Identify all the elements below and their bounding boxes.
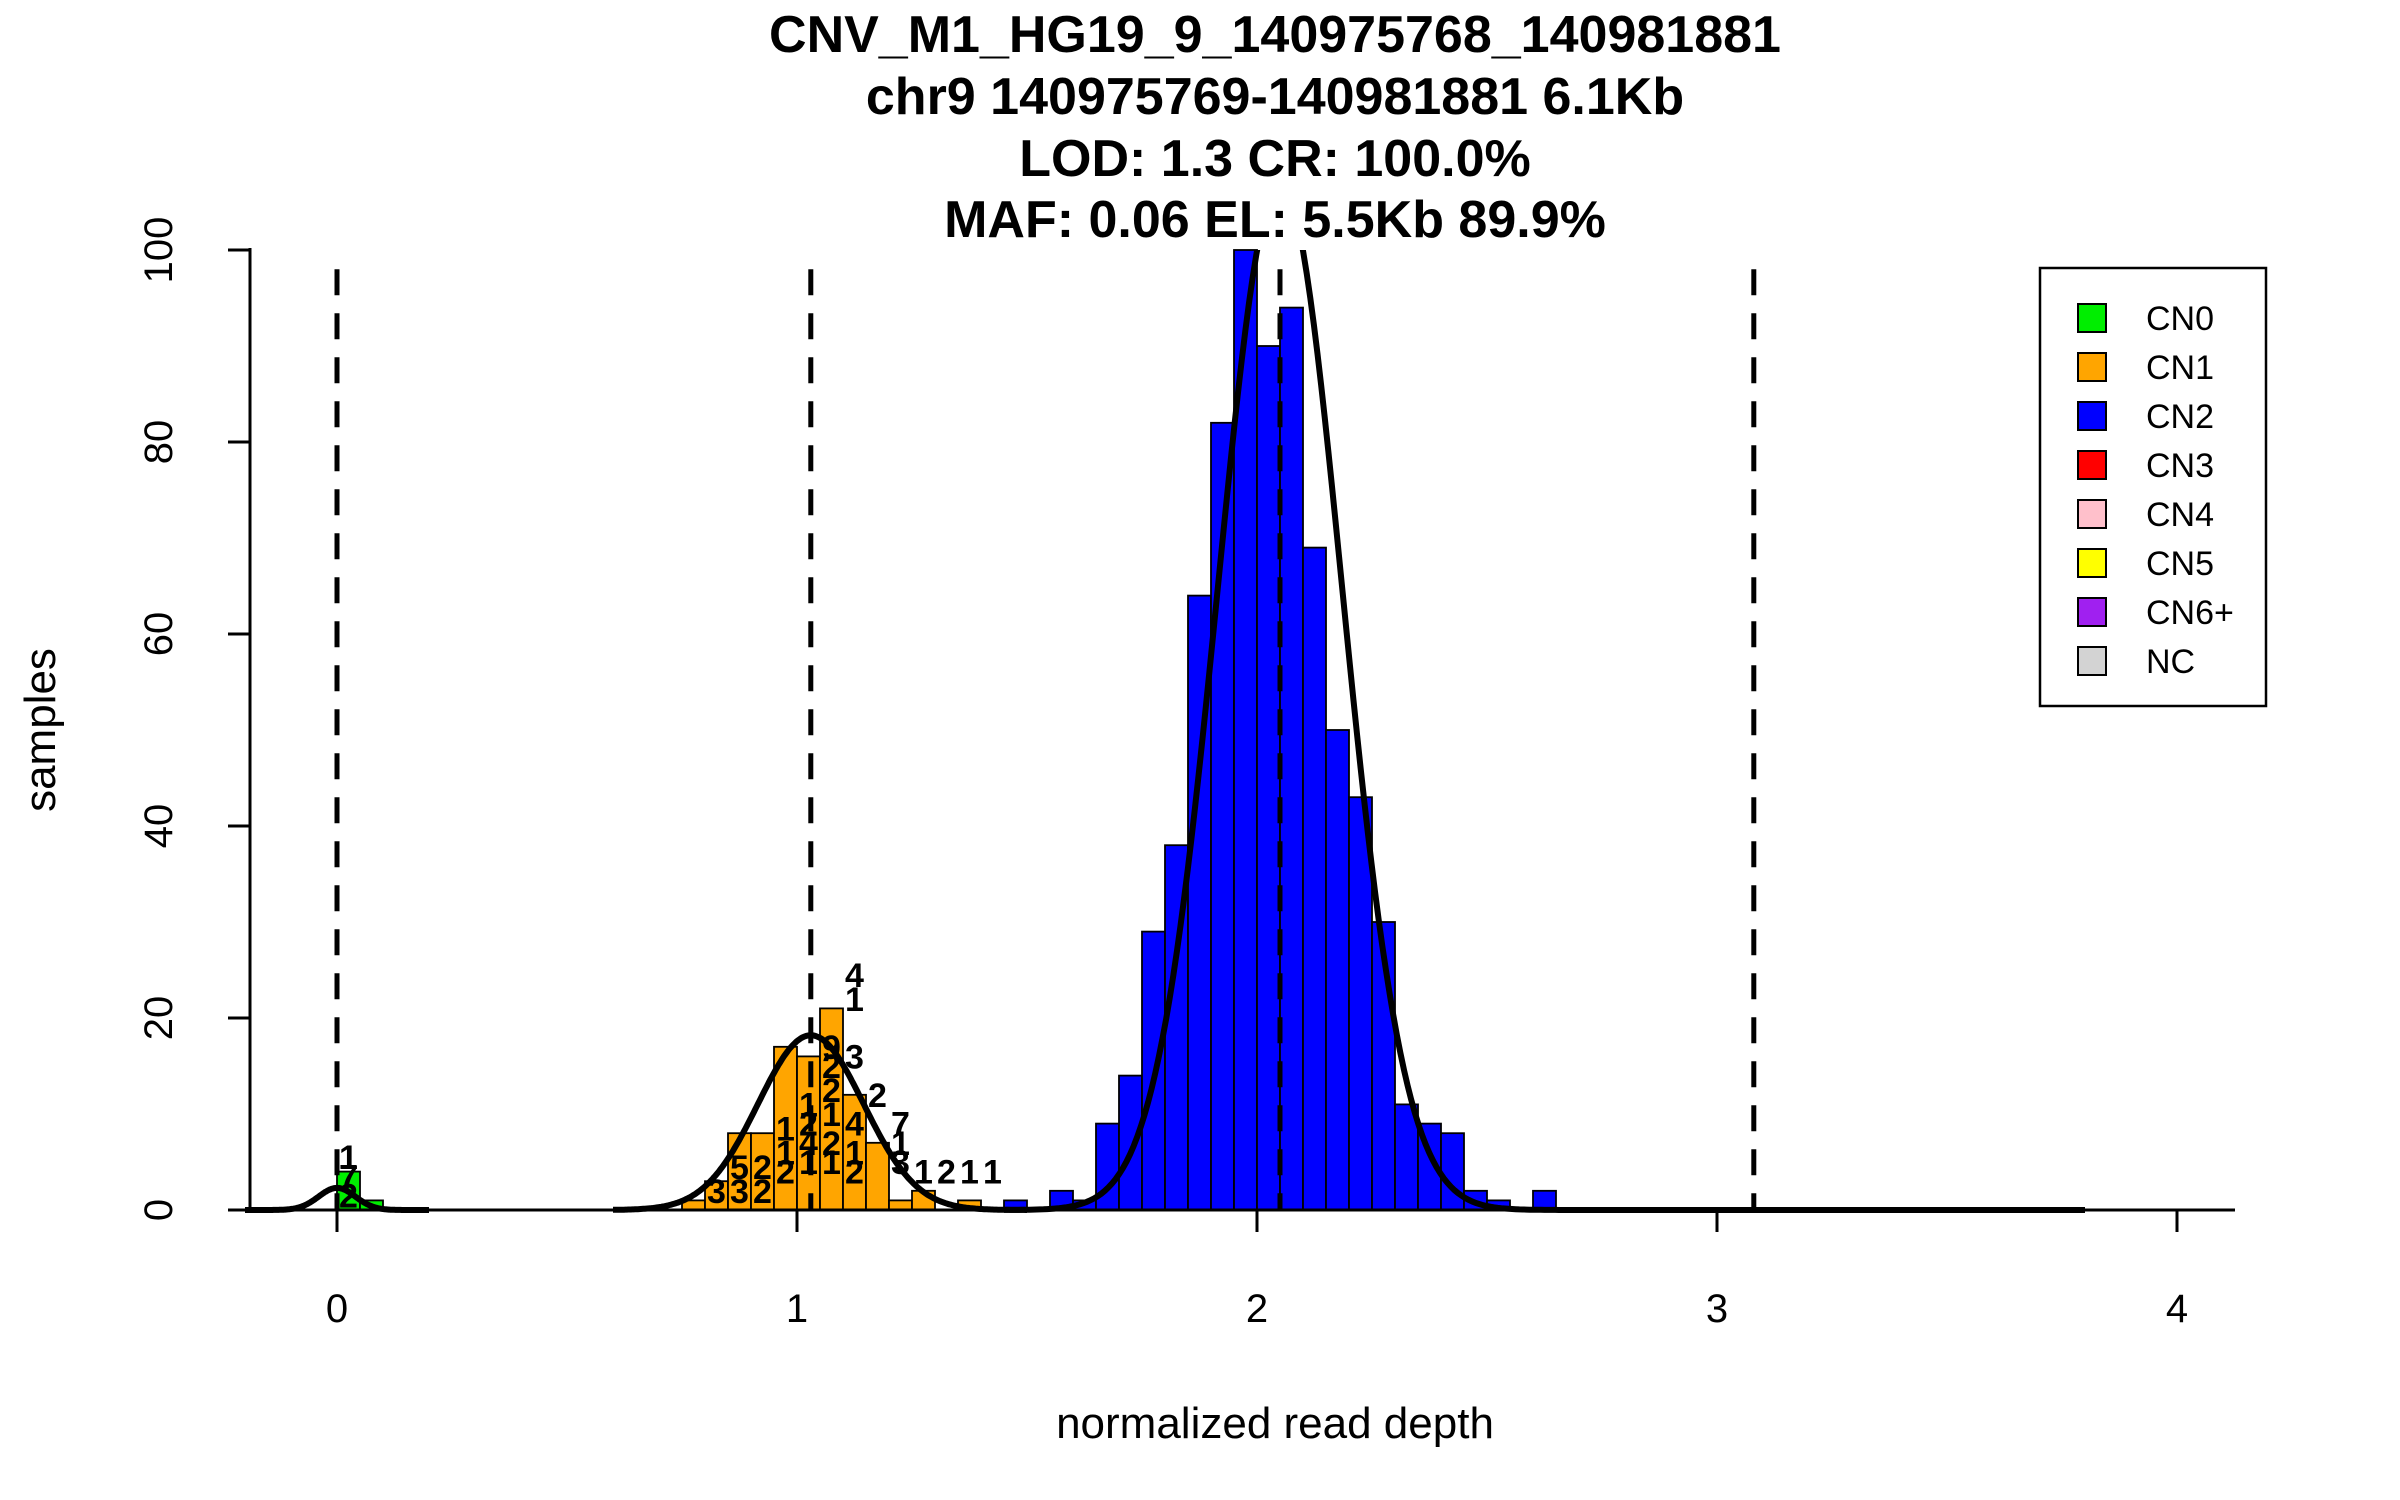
legend-entries: CN0 CN1 CN2 CN3 CN4 CN5 CN6+ NC xyxy=(2077,300,2234,681)
x-tick-label: 2 xyxy=(1246,1287,1268,1331)
y-tick-label: 100 xyxy=(137,217,181,284)
title-line-3: LOD: 1.3 CR: 100.0% xyxy=(1019,130,1531,188)
bar-count-label: 3 xyxy=(707,1173,726,1211)
x-axis-ticks: 0 1 2 3 4 xyxy=(326,1210,2188,1331)
bar-count-label: 1 xyxy=(822,1096,841,1134)
bar-count-label: 1 xyxy=(776,1134,795,1172)
legend-swatch-cn3 xyxy=(2077,450,2107,480)
bar-count-label: 3 xyxy=(891,1144,910,1182)
legend-label: CN4 xyxy=(2146,496,2214,534)
bar-count-label: 2 xyxy=(822,1125,841,1163)
legend-label: CN2 xyxy=(2146,398,2214,436)
bar-count-label: 1 xyxy=(799,1086,818,1124)
bar-count-label: 1 xyxy=(799,1144,818,1182)
y-axis-ticks: 0 20 40 60 80 100 xyxy=(137,217,250,1221)
title-line-4: MAF: 0.06 EL: 5.5Kb 89.9% xyxy=(944,191,1606,249)
bar-count-label: 1 xyxy=(776,1110,795,1148)
bar-count-label: 2 xyxy=(799,1106,818,1144)
y-axis: 0 20 40 60 80 100 samples xyxy=(16,217,252,1221)
bar-count-label: 7 xyxy=(891,1106,910,1144)
bar-count-label: 4 xyxy=(799,1125,818,1163)
bar-count-label: 3 xyxy=(730,1173,749,1211)
y-tick-label: 40 xyxy=(137,804,181,849)
bar-count-label: 1 xyxy=(914,1154,933,1192)
density-curve xyxy=(613,1032,1027,1213)
bar-count-label: 2 xyxy=(776,1154,795,1192)
chart-title: CNV_M1_HG19_9_140975768_140981881 chr9 1… xyxy=(769,6,1781,249)
bar-cn2 xyxy=(1302,546,1327,1211)
bar-count-label: 7 xyxy=(339,1158,358,1196)
legend-box xyxy=(2038,266,2268,708)
y-tick-label: 0 xyxy=(137,1199,181,1221)
bar-count-label: 5 xyxy=(730,1149,749,1187)
bar-count-label: 2 xyxy=(339,1178,358,1216)
bar-count-label: 1 xyxy=(339,1139,358,1177)
x-axis: 0 1 2 3 4 normalized read depth xyxy=(248,1208,2235,1448)
x-tick-label: 4 xyxy=(2166,1287,2188,1331)
y-tick-label: 60 xyxy=(137,612,181,657)
legend-label: CN1 xyxy=(2146,349,2214,387)
title-line-2: chr9 140975769-140981881 6.1Kb xyxy=(866,68,1684,126)
legend-label: CN0 xyxy=(2146,300,2214,338)
x-tick-label: 1 xyxy=(786,1287,808,1331)
legend-swatch-cn5 xyxy=(2077,548,2107,578)
bar-count-label: 2 xyxy=(868,1077,887,1115)
legend-swatch-nc xyxy=(2077,646,2107,676)
bar-count-label: 2 xyxy=(753,1149,772,1187)
bar-count-label: 2 xyxy=(822,1072,841,1110)
bar-count-label: 3 xyxy=(845,1038,864,1076)
bar-count-label: 2 xyxy=(822,1048,841,1086)
y-tick-label: 20 xyxy=(137,996,181,1041)
bar-count-label: 2 xyxy=(937,1154,956,1192)
bar-cn2 xyxy=(1256,345,1281,1211)
y-tick-label: 80 xyxy=(137,420,181,465)
bar-cn2 xyxy=(1325,729,1350,1211)
bar-count-label: 2 xyxy=(753,1173,772,1211)
legend-label: NC xyxy=(2146,643,2195,681)
bar-count-label: 4 xyxy=(845,957,864,995)
histogram-bars xyxy=(336,249,1557,1211)
x-axis-label: normalized read depth xyxy=(1056,1399,1494,1448)
bar-count-label: 9 xyxy=(822,1029,841,1067)
y-axis-label: samples xyxy=(16,648,65,812)
legend-label: CN6+ xyxy=(2146,594,2234,632)
bar-count-label: 1 xyxy=(845,981,864,1019)
bar-cn2 xyxy=(1118,1074,1143,1211)
legend-swatch-cn4 xyxy=(2077,499,2107,529)
bar-count-label: 4 xyxy=(845,1106,864,1144)
legend-swatch-cn1 xyxy=(2077,352,2107,382)
bar-cn1 xyxy=(865,1141,890,1211)
bar-count-label: 1 xyxy=(983,1154,1002,1192)
legend-label: CN5 xyxy=(2146,545,2214,583)
legend-swatch-cn2 xyxy=(2077,401,2107,431)
x-tick-label: 0 xyxy=(326,1287,348,1331)
bar-count-label: 2 xyxy=(845,1154,864,1192)
legend-swatch-cn0 xyxy=(2077,303,2107,333)
bar-count-label: 1 xyxy=(822,1144,841,1182)
title-line-1: CNV_M1_HG19_9_140975768_140981881 xyxy=(769,6,1781,64)
x-tick-label: 3 xyxy=(1706,1287,1728,1331)
bar-count-label: 1 xyxy=(845,1134,864,1172)
legend-swatch-cn6plus xyxy=(2077,597,2107,627)
bar-count-label: 1 xyxy=(891,1125,910,1163)
legend: CN0 CN1 CN2 CN3 CN4 CN5 CN6+ NC xyxy=(2038,266,2268,708)
bar-cn2 xyxy=(1279,306,1304,1211)
bar-count-label: 1 xyxy=(960,1154,979,1192)
legend-label: CN3 xyxy=(2146,447,2214,485)
copy-number-dashed-lines xyxy=(334,269,1757,1210)
